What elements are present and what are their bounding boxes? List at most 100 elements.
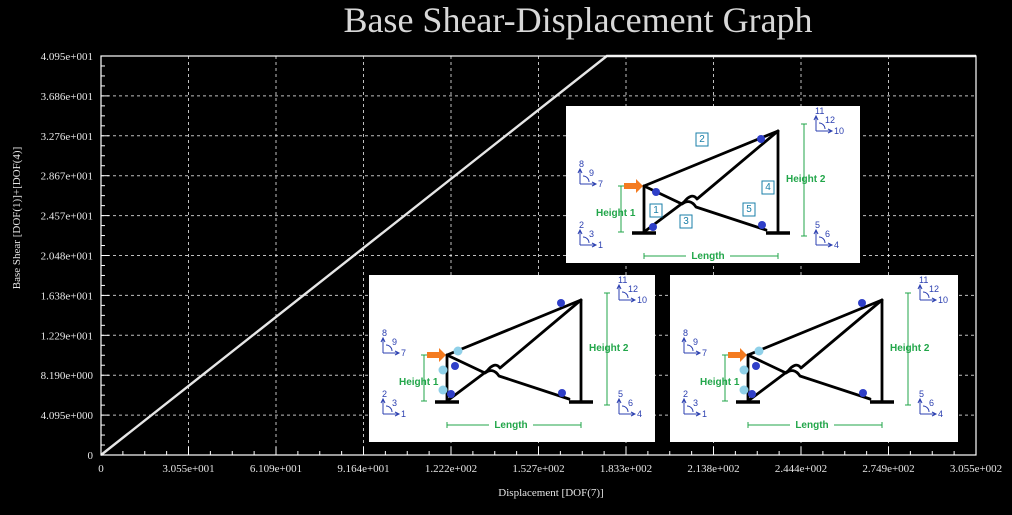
dof-arrowhead — [827, 242, 834, 248]
height2-label: Height 2 — [589, 343, 629, 354]
dof-arrowhead — [616, 283, 622, 290]
dof-label: 1 — [598, 240, 603, 250]
height2-label: Height 2 — [890, 343, 930, 354]
dof-arrowhead — [917, 283, 923, 290]
length-label-bg — [790, 419, 834, 431]
plastic-hinge — [558, 389, 566, 397]
dof-label: 1 — [702, 409, 707, 419]
plastic-hinge-light — [438, 385, 448, 395]
member-5 — [746, 353, 872, 401]
dof-label: 12 — [929, 284, 939, 294]
dof-arrowhead — [630, 411, 637, 417]
member-number: 1 — [653, 205, 659, 216]
dof-label: 10 — [637, 295, 647, 305]
dof-label: 8 — [683, 328, 688, 338]
dof-arrowhead — [630, 297, 637, 303]
length-label: Length — [795, 420, 828, 431]
plastic-hinge — [652, 188, 660, 196]
plastic-hinge-light — [438, 365, 448, 375]
load-arrow-icon — [728, 348, 747, 362]
plastic-hinge — [557, 299, 565, 307]
member-number: 5 — [746, 204, 752, 215]
x-tick-label: 2.444e+002 — [775, 463, 827, 475]
dof-arrowhead — [380, 336, 386, 343]
dof-label: 8 — [579, 159, 584, 169]
dof-arrowhead — [931, 297, 938, 303]
dof-arrowhead — [681, 336, 687, 343]
height2-label: Height 2 — [786, 174, 826, 185]
plastic-hinge — [649, 223, 657, 231]
member-5 — [445, 353, 571, 401]
dof-label: 11 — [919, 275, 928, 285]
x-tick-labels: 0 3.055e+001 6.109e+001 9.164e+001 1.222e+00… — [98, 463, 1002, 475]
dof-arc — [818, 236, 826, 244]
dof-label: 9 — [392, 337, 397, 347]
plastic-hinge — [858, 299, 866, 307]
y-tick-label: 8.190e+000 — [41, 370, 94, 382]
dof-label: 7 — [702, 348, 707, 358]
dof-label: 11 — [618, 275, 627, 285]
dof-label: 12 — [825, 115, 835, 125]
dof-arc — [922, 291, 930, 299]
height1-label: Height 1 — [700, 377, 740, 388]
plastic-hinge-light — [453, 346, 463, 356]
dof-arrowhead — [695, 411, 702, 417]
y-tick-labels: 0 4.095e+000 8.190e+000 1.229e+001 1.638e+00… — [41, 51, 94, 462]
dof-label: 5 — [618, 389, 623, 399]
member-number: 3 — [683, 216, 689, 227]
dof-label: 8 — [382, 328, 387, 338]
dof-arrowhead — [616, 397, 622, 404]
plot-frame — [100, 55, 977, 456]
x-tick-label: 2.749e+002 — [862, 463, 914, 475]
dof-label: 10 — [834, 126, 844, 136]
member-number-box — [761, 180, 775, 195]
dof-arrowhead — [380, 397, 386, 404]
y-tick-label: 3.276e+001 — [41, 131, 93, 143]
dof-arc — [385, 405, 393, 413]
x-tick-label: 1.222e+002 — [425, 463, 477, 475]
x-axis-label: Displacement [DOF(7)] — [498, 487, 603, 499]
y-tick-label: 0 — [88, 450, 94, 462]
x-tick-label: 9.164e+001 — [337, 463, 389, 475]
dof-arrowhead — [827, 128, 834, 134]
dof-label: 10 — [938, 295, 948, 305]
member-3 — [445, 298, 583, 357]
y-tick-label: 2.048e+001 — [41, 251, 93, 263]
member-number-box — [649, 203, 663, 218]
x-tick-label: 1.527e+002 — [512, 463, 564, 475]
length-label: Length — [691, 251, 724, 262]
plastic-hinge — [859, 389, 867, 397]
dof-arc — [922, 405, 930, 413]
dof-label: 6 — [825, 229, 830, 239]
member-number: 4 — [765, 182, 771, 193]
member-5 — [642, 184, 768, 232]
dof-arc — [582, 236, 590, 244]
y-tick-label: 4.095e+001 — [41, 51, 93, 63]
plastic-hinge — [748, 390, 756, 398]
dof-label: 7 — [598, 179, 603, 189]
dof-label: 2 — [579, 220, 584, 230]
dof-label: 2 — [683, 389, 688, 399]
dof-arrowhead — [813, 228, 819, 235]
dof-label: 3 — [392, 398, 397, 408]
y-tick-label: 4.095e+000 — [41, 410, 94, 422]
x-tick-label: 1.833e+002 — [600, 463, 652, 475]
x-tick-label: 2.138e+002 — [687, 463, 739, 475]
length-label: Length — [494, 420, 527, 431]
dof-arrowhead — [813, 114, 819, 121]
y-tick-label: 1.229e+001 — [41, 330, 93, 342]
dof-arrowhead — [695, 350, 702, 356]
y-axis-label: Base Shear [DOF(1)]+[DOF(4)] — [11, 147, 23, 289]
dof-label: 6 — [628, 398, 633, 408]
x-tick-label: 0 — [98, 463, 104, 475]
dof-label: 12 — [628, 284, 638, 294]
plastic-hinge-light — [739, 385, 749, 395]
dof-arrowhead — [577, 228, 583, 235]
x-tick-label: 3.055e+002 — [950, 463, 1002, 475]
plastic-hinge — [447, 390, 455, 398]
